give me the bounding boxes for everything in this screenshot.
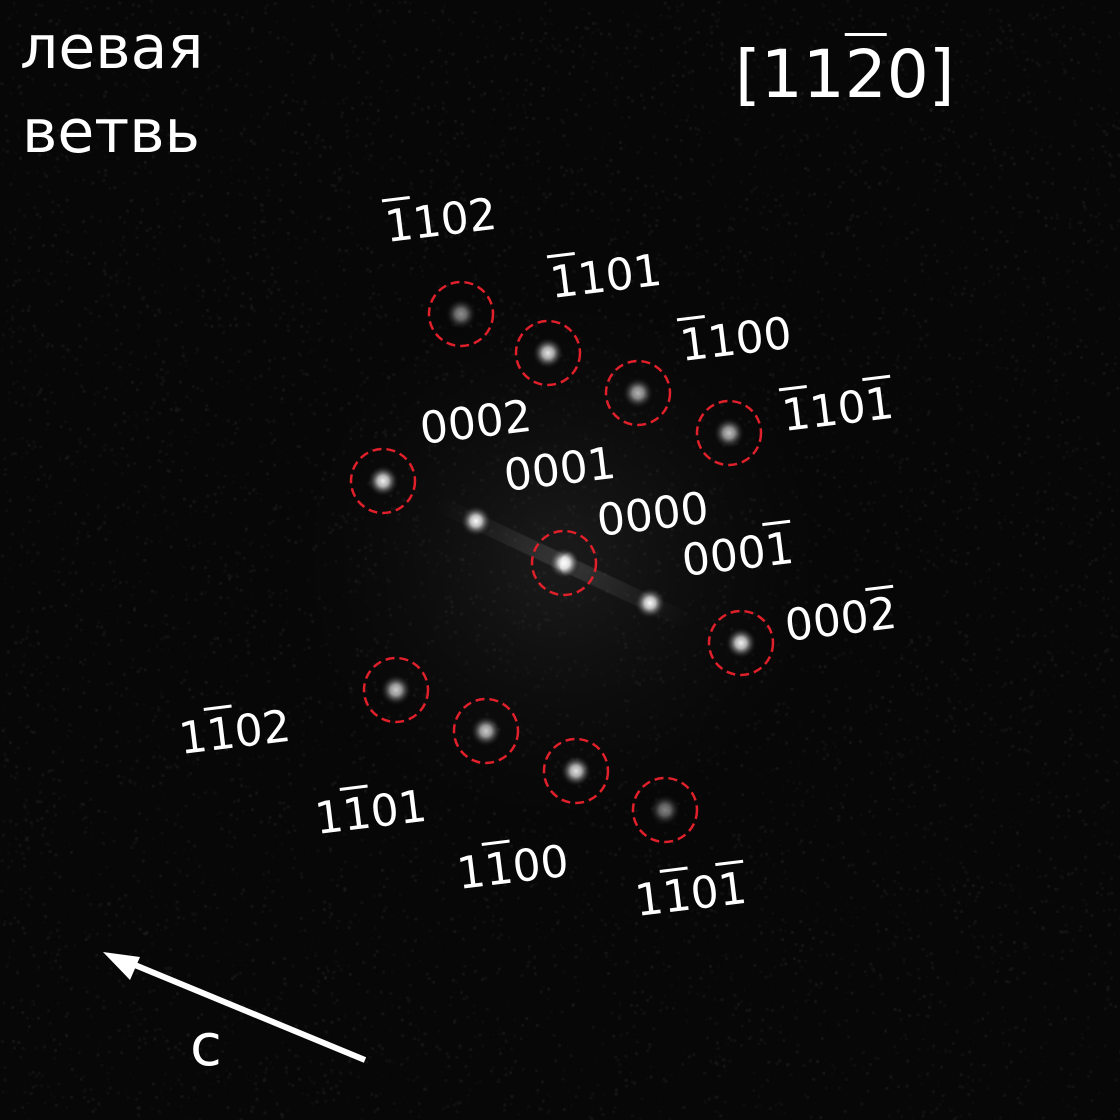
diffraction-spot-1m100 [572, 767, 580, 775]
diffraction-spot-1m10m1 [661, 806, 669, 814]
reflection-label-1m10m1: 1101 [632, 863, 749, 927]
diffraction-spot-000m2 [737, 639, 745, 647]
zone-axis-open-bracket: [ [735, 36, 761, 113]
diffraction-spot-m1100 [634, 389, 642, 397]
diffraction-spot-m1101 [544, 349, 552, 357]
title-line-1: левая [20, 13, 204, 83]
reflection-label-m1102: 1102 [382, 189, 499, 253]
reflection-circle-1m10m1 [631, 776, 699, 844]
diffraction-spot-000m1 [646, 599, 654, 607]
miller-index-digit: 1 [395, 780, 430, 835]
miller-index-digit: 2 [865, 587, 900, 642]
reflection-label-0001: 0001 [501, 438, 618, 502]
reflection-circle-1m100 [542, 737, 610, 805]
diffraction-spot-0000 [560, 559, 568, 567]
miller-index-digit: 2 [465, 188, 500, 243]
diffraction-spot-1m102 [392, 686, 400, 694]
miller-index-digit: 1 [584, 437, 619, 492]
diffraction-spot-1m101 [482, 727, 490, 735]
miller-index-digit: 2 [259, 700, 294, 755]
reflection-label-000m1: 0001 [679, 523, 796, 587]
miller-index-digit: 1 [862, 377, 897, 432]
miller-index-digit: 0 [760, 307, 795, 362]
reflection-circle-1m102 [362, 656, 430, 724]
reflection-label-0002: 0002 [417, 391, 534, 455]
reflection-label-m1101: 1101 [547, 245, 664, 309]
zone-axis-index-3: 2 [844, 36, 887, 113]
c-axis-arrow-line [116, 955, 367, 1063]
reflection-circle-m1102 [427, 280, 495, 348]
zone-axis-close-bracket: ] [928, 36, 955, 113]
reflection-circle-m1101 [514, 319, 582, 387]
miller-index-digit: 1 [762, 522, 797, 577]
reflection-circle-m1100 [604, 359, 672, 427]
diffraction-spot-0002 [379, 477, 387, 485]
miller-index-digit: 1 [715, 862, 750, 917]
reflection-label-1m101: 1101 [312, 781, 429, 845]
miller-index-digit: 0 [537, 835, 572, 890]
miller-index-digit: 1 [630, 244, 665, 299]
reflection-circle-000m2 [707, 609, 775, 677]
reflection-circle-m110m1 [695, 399, 763, 467]
reflection-label-1m102: 1102 [176, 701, 293, 765]
reflection-label-m110m1: 1101 [779, 378, 896, 442]
reflection-circle-0002 [349, 447, 417, 515]
title-line-2: ветвь [22, 97, 200, 167]
miller-index-digit: 0 [677, 482, 712, 537]
miller-index-digit: 2 [500, 390, 535, 445]
reflection-circle-0000 [530, 529, 598, 597]
reflection-label-1m100: 1100 [454, 836, 571, 900]
zone-axis-index-4: 0 [886, 36, 929, 113]
reflection-label-000m2: 0002 [782, 588, 899, 652]
zone-axis-label: [1120] [735, 42, 955, 108]
zone-axis-index-2: 1 [802, 36, 845, 113]
diffraction-spot-m110m1 [725, 429, 733, 437]
reflection-circle-1m101 [452, 697, 520, 765]
diffraction-spot-0001 [472, 517, 480, 525]
diffraction-spot-m1102 [457, 310, 465, 318]
c-axis-arrow-head [103, 952, 140, 980]
c-axis-label: c [190, 1011, 222, 1079]
zone-axis-index-1: 1 [760, 36, 803, 113]
reflection-label-m1100: 1100 [677, 308, 794, 372]
